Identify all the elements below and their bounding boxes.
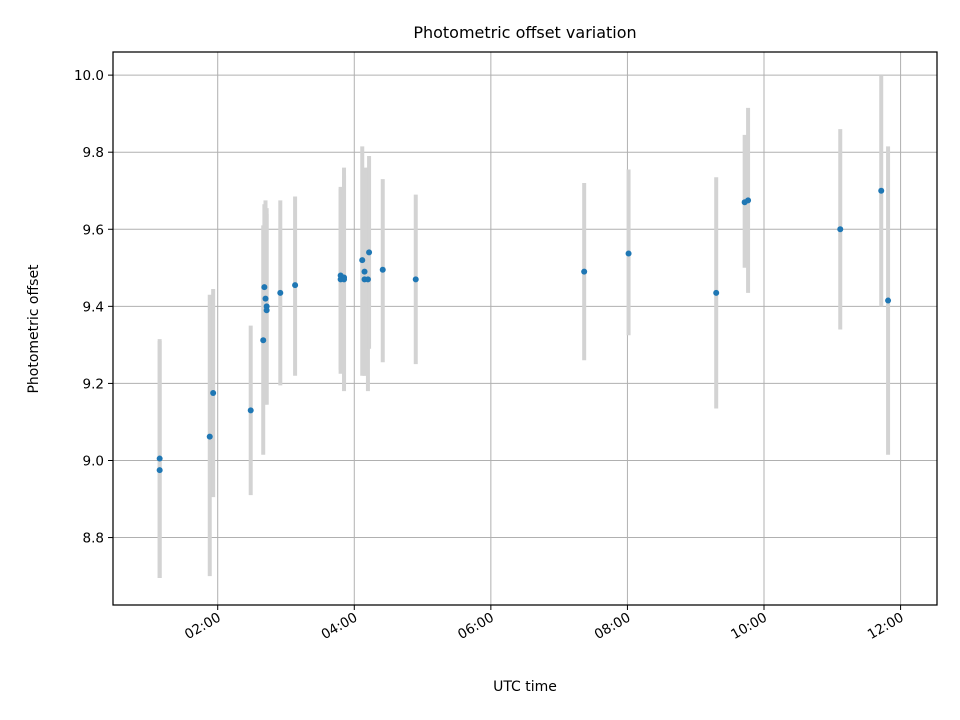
data-point [885, 297, 892, 304]
data-point [156, 467, 163, 474]
data-point [261, 284, 268, 291]
data-point [379, 266, 386, 273]
data-point [366, 249, 373, 256]
data-point [277, 289, 284, 296]
y-tick-label: 9.4 [83, 299, 104, 315]
data-point [361, 268, 368, 275]
data-point [210, 390, 217, 397]
data-point [713, 289, 720, 296]
data-point [292, 282, 299, 289]
plot-area-frame [112, 51, 938, 606]
y-tick-label: 9.6 [83, 222, 104, 238]
data-point [625, 250, 632, 257]
y-tick-label: 8.8 [83, 531, 104, 547]
data-point [156, 455, 163, 462]
data-point [412, 276, 419, 283]
data-point [206, 433, 213, 440]
y-axis-label: Photometric offset [26, 264, 42, 394]
y-tick-label: 9.2 [83, 376, 104, 392]
data-point [878, 187, 885, 194]
data-point [262, 295, 269, 302]
data-point [341, 276, 348, 283]
x-axis-label: UTC time [493, 679, 557, 695]
data-points [156, 187, 892, 474]
y-tick-label: 9.0 [83, 453, 104, 469]
data-point [260, 337, 267, 344]
data-point [745, 197, 752, 204]
chart-title: Photometric offset variation [413, 23, 636, 42]
data-point [359, 257, 366, 264]
data-point [837, 226, 844, 233]
y-tick-label: 10.0 [74, 68, 104, 84]
data-point [364, 276, 371, 283]
data-point [263, 307, 270, 314]
data-point [247, 407, 254, 414]
grid-lines [113, 52, 937, 605]
y-tick-label: 9.8 [83, 145, 104, 161]
data-point [581, 268, 588, 275]
